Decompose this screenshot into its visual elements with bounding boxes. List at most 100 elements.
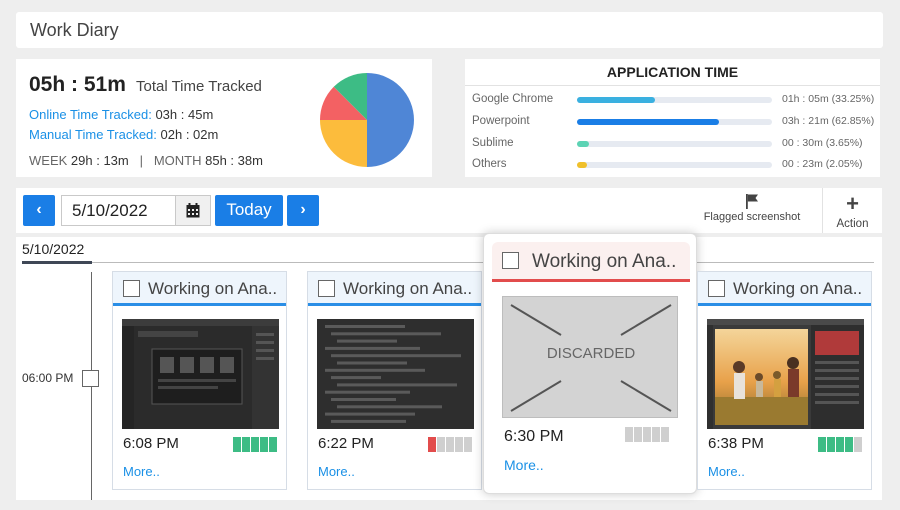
page-title: Work Diary (30, 20, 119, 40)
month-label: MONTH (153, 153, 202, 168)
activity-bar (269, 437, 277, 452)
month-value: 85h : 38m (205, 153, 263, 168)
time-summary-panel: 05h : 51m Total Time Tracked Online Time… (16, 59, 432, 177)
activity-bar (455, 437, 463, 452)
hour-select-checkbox[interactable] (82, 370, 99, 387)
screenshot-image[interactable] (122, 319, 279, 429)
action-label: Action (836, 218, 869, 230)
manual-time-value: 02h : 02m (160, 127, 219, 142)
activity-level (625, 427, 669, 442)
action-button[interactable]: + Action (822, 188, 882, 233)
online-time: Online Time Tracked: 03h : 45m (29, 107, 213, 122)
online-time-value: 03h : 45m (155, 107, 214, 122)
card-header: Working on Ana.. (308, 272, 481, 306)
card-title: Working on Ana.. (733, 279, 863, 298)
application-time-title: APPLICATION TIME (465, 59, 880, 86)
screenshot-image[interactable] (707, 319, 864, 429)
timeline-divider (22, 262, 874, 263)
next-day-button[interactable]: › (287, 195, 319, 226)
app-name: Sublime (472, 137, 514, 149)
activity-level (233, 437, 277, 452)
pie-segment-red (320, 86, 367, 120)
pie-segment-green (333, 73, 367, 120)
activity-bar (634, 427, 642, 442)
card-select-checkbox[interactable] (318, 280, 335, 297)
card-header: Working on Ana.. (113, 272, 286, 306)
week-value: 29h : 13m (70, 153, 129, 168)
app-name: Google Chrome (472, 93, 554, 105)
header-bar: Work Diary (16, 12, 883, 48)
timeline-date: 5/10/2022 (22, 241, 85, 257)
activity-bar (836, 437, 844, 452)
activity-bar (661, 427, 669, 442)
more-link[interactable]: More.. (318, 464, 355, 479)
card-time: 6:38 PM (708, 435, 764, 452)
app-row: Google Chrome 01h : 05m (33.25%) (472, 92, 877, 108)
more-link[interactable]: More.. (123, 464, 160, 479)
more-link[interactable]: More.. (504, 457, 544, 473)
card-header: Working on Ana.. (698, 272, 871, 306)
app-usage-fill (577, 162, 587, 168)
date-input[interactable] (61, 195, 176, 226)
activity-bar (251, 437, 259, 452)
pie-segment-blue (367, 73, 414, 167)
screenshot-card[interactable]: Working on Ana.. DISCARDED 6:30 PM More.… (483, 233, 697, 494)
card-select-checkbox[interactable] (708, 280, 725, 297)
plus-icon: + (846, 191, 859, 216)
app-name: Powerpoint (472, 115, 530, 127)
card-time: 6:30 PM (504, 428, 564, 445)
app-usage-fill (577, 141, 589, 147)
card-header: Working on Ana.. (492, 242, 690, 282)
date-toolbar: ‹ Today › Flagged screenshot + Action (16, 188, 882, 233)
more-link[interactable]: More.. (708, 464, 745, 479)
card-select-checkbox[interactable] (502, 252, 519, 269)
app-usage-value: 01h : 05m (33.25%) (782, 93, 875, 105)
app-usage-track (577, 97, 772, 103)
screenshot-image[interactable] (317, 319, 474, 429)
flagged-screenshot-label: Flagged screenshot (703, 211, 801, 223)
card-title: Working on Ana.. (148, 279, 278, 298)
app-usage-value: 00 : 23m (2.05%) (782, 158, 863, 170)
app-usage-fill (577, 97, 655, 103)
time-pie-chart (320, 73, 414, 167)
calendar-icon (186, 203, 200, 218)
screenshot-card[interactable]: Working on Ana.. 6:08 PM More.. (112, 271, 287, 490)
previous-day-button[interactable]: ‹ (23, 195, 55, 226)
activity-bar (845, 437, 853, 452)
app-usage-value: 00 : 30m (3.65%) (782, 137, 863, 149)
discarded-label: DISCARDED (546, 345, 636, 362)
manual-time-label: Manual Time Tracked: (29, 127, 157, 142)
activity-bar (625, 427, 633, 442)
online-time-label: Online Time Tracked: (29, 107, 152, 122)
app-row: Powerpoint 03h : 21m (62.85%) (472, 114, 877, 130)
hour-label: 06:00 PM (22, 371, 74, 385)
screenshot-thumbnail (317, 319, 474, 429)
app-row: Sublime 00 : 30m (3.65%) (472, 136, 877, 152)
app-usage-track (577, 162, 772, 168)
separator: | (139, 153, 143, 168)
activity-bar (854, 437, 862, 452)
activity-level (428, 437, 472, 452)
activity-bar (428, 437, 436, 452)
screenshot-card[interactable]: Working on Ana.. 6:22 PM More.. (307, 271, 482, 490)
calendar-button[interactable] (175, 195, 211, 226)
flag-icon (746, 194, 758, 209)
activity-bar (446, 437, 454, 452)
discarded-cross-icon (510, 304, 672, 412)
app-usage-value: 03h : 21m (62.85%) (782, 115, 875, 127)
timeline-divider-highlight (22, 261, 92, 264)
activity-bar (233, 437, 241, 452)
discarded-screenshot: DISCARDED (502, 296, 678, 418)
activity-bar (643, 427, 651, 442)
app-usage-track (577, 141, 772, 147)
activity-level (818, 437, 862, 452)
today-button[interactable]: Today (215, 195, 283, 226)
activity-bar (260, 437, 268, 452)
card-time: 6:22 PM (318, 435, 374, 452)
application-time-panel: APPLICATION TIME Google Chrome 01h : 05m… (465, 59, 880, 177)
screenshot-card[interactable]: Working on Ana.. 6:38 PM More.. (697, 271, 872, 490)
flagged-screenshot-button[interactable]: Flagged screenshot (692, 193, 812, 223)
card-select-checkbox[interactable] (123, 280, 140, 297)
screenshot-thumbnail (707, 319, 864, 429)
card-time: 6:08 PM (123, 435, 179, 452)
